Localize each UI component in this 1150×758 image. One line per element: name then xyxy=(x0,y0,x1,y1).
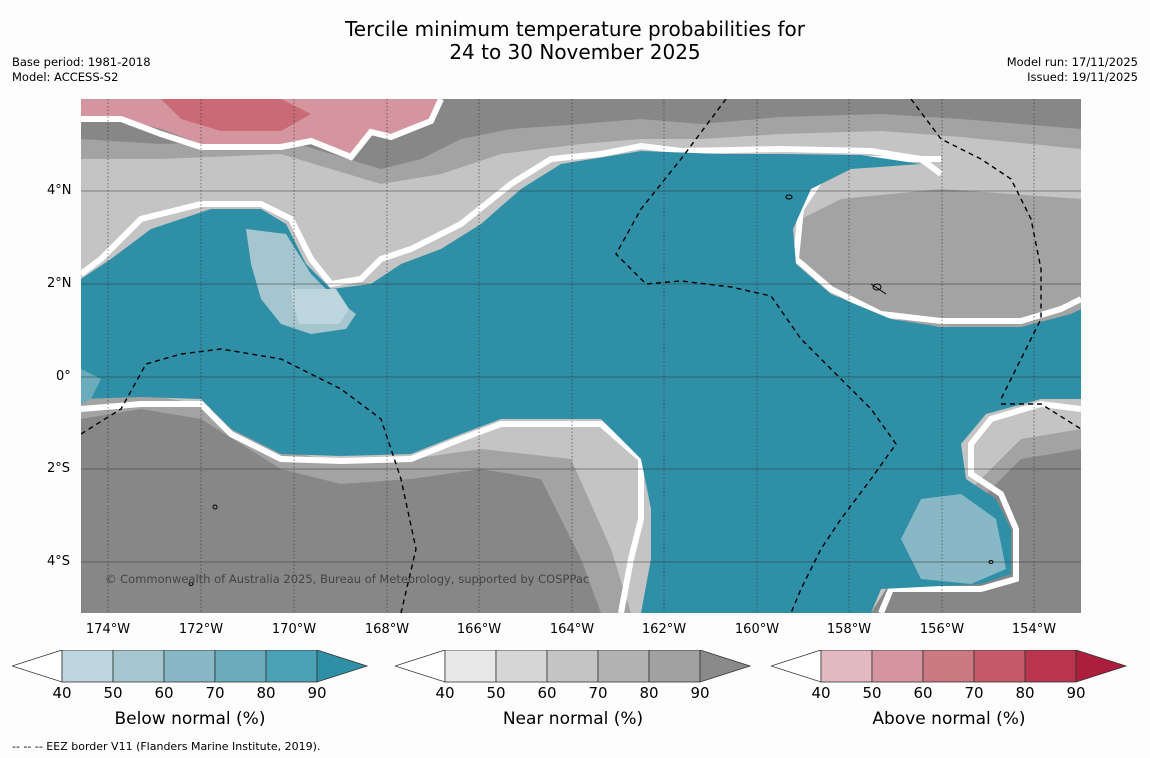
colorbar-tick-label: 90 xyxy=(307,684,327,702)
colorbar-segment xyxy=(820,650,873,683)
meta-right: Model run: 17/11/2025 Issued: 19/11/2025 xyxy=(1007,55,1138,85)
colorbar-segment xyxy=(61,650,114,683)
model-run: Model run: 17/11/2025 xyxy=(1006,55,1138,69)
colorbar-over-triangle xyxy=(1075,650,1128,683)
colorbar-3 xyxy=(771,650,1128,683)
lon-label: 158°W xyxy=(826,622,872,637)
colorbar-segment xyxy=(922,650,975,683)
contour-white-se xyxy=(878,400,1081,613)
colorbar-tick-label: 90 xyxy=(1066,684,1086,702)
colorbar-title: Below normal (%) xyxy=(114,709,266,729)
issued-date: Issued: 19/11/2025 xyxy=(1027,70,1138,84)
lat-label: 2°S xyxy=(47,461,71,476)
contour-white-south xyxy=(81,401,644,613)
lat-label: 4°S xyxy=(47,554,71,569)
contour-white-north xyxy=(81,142,943,288)
lon-label: 160°W xyxy=(734,622,780,637)
colorbar-tick-label: 80 xyxy=(256,684,276,702)
eez-borders xyxy=(81,99,1081,613)
graticule xyxy=(107,99,1035,613)
lon-label: 168°W xyxy=(364,622,410,637)
colorbar-segment xyxy=(597,650,650,683)
below-normal-se-light xyxy=(901,494,1006,584)
colorbar-segment xyxy=(495,650,548,683)
lon-label: 170°W xyxy=(271,622,317,637)
lat-label: 2°N xyxy=(47,276,72,291)
meta-left: Base period: 1981-2018 Model: ACCESS-S2 xyxy=(12,55,151,85)
colorbar-tick-label: 50 xyxy=(103,684,123,702)
colorbar-segment xyxy=(444,650,497,683)
colorbar-segment xyxy=(214,650,267,683)
colorbar-segment xyxy=(1024,650,1077,683)
colorbar-segment xyxy=(546,650,599,683)
contour-white-pink xyxy=(81,99,444,161)
latitude-lines xyxy=(81,190,1081,563)
map-title: Tercile minimum temperature probabilitie… xyxy=(0,18,1150,64)
colorbar-2 xyxy=(395,650,752,683)
colorbar-segment xyxy=(163,650,216,683)
map-svg xyxy=(81,99,1081,613)
eez-footnote: -- -- -- EEZ border V11 (Flanders Marine… xyxy=(12,740,321,753)
colorbar-tick-label: 60 xyxy=(154,684,174,702)
below-normal-w-light xyxy=(81,369,101,404)
colorbar-tick-label: 70 xyxy=(964,684,984,702)
lon-label: 164°W xyxy=(549,622,595,637)
colorbar-tick-label: 60 xyxy=(537,684,557,702)
below-normal-40-patch xyxy=(291,289,349,324)
colorbar-under-triangle xyxy=(771,650,822,683)
lon-label: 156°W xyxy=(919,622,965,637)
colorbar-tick-label: 50 xyxy=(862,684,882,702)
above-normal-70 xyxy=(161,99,311,131)
title-line-2: 24 to 30 November 2025 xyxy=(449,40,701,64)
colorbar-1 xyxy=(12,650,369,683)
lon-label: 166°W xyxy=(456,622,502,637)
base-period: Base period: 1981-2018 xyxy=(12,55,151,69)
lon-label: 154°W xyxy=(1011,622,1057,637)
lat-label: 4°N xyxy=(47,183,72,198)
colorbar-tick-label: 80 xyxy=(1015,684,1035,702)
colorbar-title: Above normal (%) xyxy=(872,709,1026,729)
lon-label: 162°W xyxy=(641,622,687,637)
islands xyxy=(188,194,994,586)
colorbar-segment xyxy=(648,650,701,683)
colorbar-title: Near normal (%) xyxy=(502,709,644,729)
model-name: Model: ACCESS-S2 xyxy=(12,70,119,84)
lon-label: 174°W xyxy=(85,622,131,637)
below-normal-band xyxy=(81,151,1081,613)
colorbar-tick-label: 70 xyxy=(205,684,225,702)
colorbar-segment xyxy=(871,650,924,683)
colorbar-tick-label: 90 xyxy=(690,684,710,702)
colorbar-over-triangle xyxy=(699,650,752,683)
colorbar-tick-label: 60 xyxy=(913,684,933,702)
lat-label: 0° xyxy=(56,369,71,384)
colorbar-segment xyxy=(265,650,318,683)
copyright-notice: © Commonwealth of Australia 2025, Bureau… xyxy=(105,572,590,586)
colorbar-tick-label: 70 xyxy=(588,684,608,702)
near-normal-right-patch xyxy=(796,189,1081,331)
lon-label: 172°W xyxy=(178,622,224,637)
colorbar-segment xyxy=(973,650,1026,683)
map-panel xyxy=(81,99,1081,613)
colorbar-under-triangle xyxy=(12,650,63,683)
colorbar-over-triangle xyxy=(316,650,369,683)
colorbar-tick-label: 40 xyxy=(52,684,72,702)
colorbar-tick-label: 80 xyxy=(639,684,659,702)
colorbar-tick-label: 40 xyxy=(435,684,455,702)
colorbar-under-triangle xyxy=(395,650,446,683)
colorbar-segment xyxy=(112,650,165,683)
title-line-1: Tercile minimum temperature probabilitie… xyxy=(344,17,806,41)
colorbar-tick-label: 50 xyxy=(486,684,506,702)
colorbar-tick-label: 40 xyxy=(811,684,831,702)
